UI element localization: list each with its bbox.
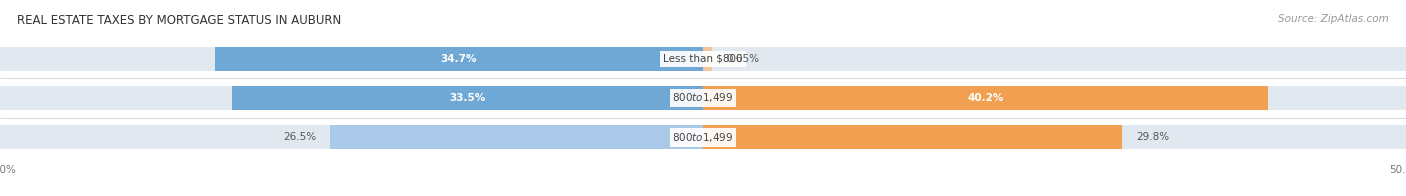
- Bar: [0, 86, 1406, 110]
- Text: Source: ZipAtlas.com: Source: ZipAtlas.com: [1278, 14, 1389, 24]
- Text: Less than $800: Less than $800: [664, 54, 742, 64]
- Text: 34.7%: 34.7%: [441, 54, 477, 64]
- Bar: [0, 47, 1406, 71]
- Text: $800 to $1,499: $800 to $1,499: [672, 131, 734, 144]
- Bar: [215, 47, 703, 71]
- Text: 33.5%: 33.5%: [450, 93, 485, 103]
- Text: REAL ESTATE TAXES BY MORTGAGE STATUS IN AUBURN: REAL ESTATE TAXES BY MORTGAGE STATUS IN …: [17, 14, 342, 27]
- Text: 40.2%: 40.2%: [967, 93, 1004, 103]
- Bar: [703, 86, 1268, 110]
- Bar: [703, 125, 1122, 149]
- Text: 0.65%: 0.65%: [725, 54, 759, 64]
- Text: 29.8%: 29.8%: [1136, 132, 1170, 142]
- Bar: [703, 47, 713, 71]
- Text: $800 to $1,499: $800 to $1,499: [672, 92, 734, 104]
- Bar: [330, 125, 703, 149]
- Bar: [0, 125, 1406, 149]
- Text: 26.5%: 26.5%: [283, 132, 316, 142]
- Bar: [232, 86, 703, 110]
